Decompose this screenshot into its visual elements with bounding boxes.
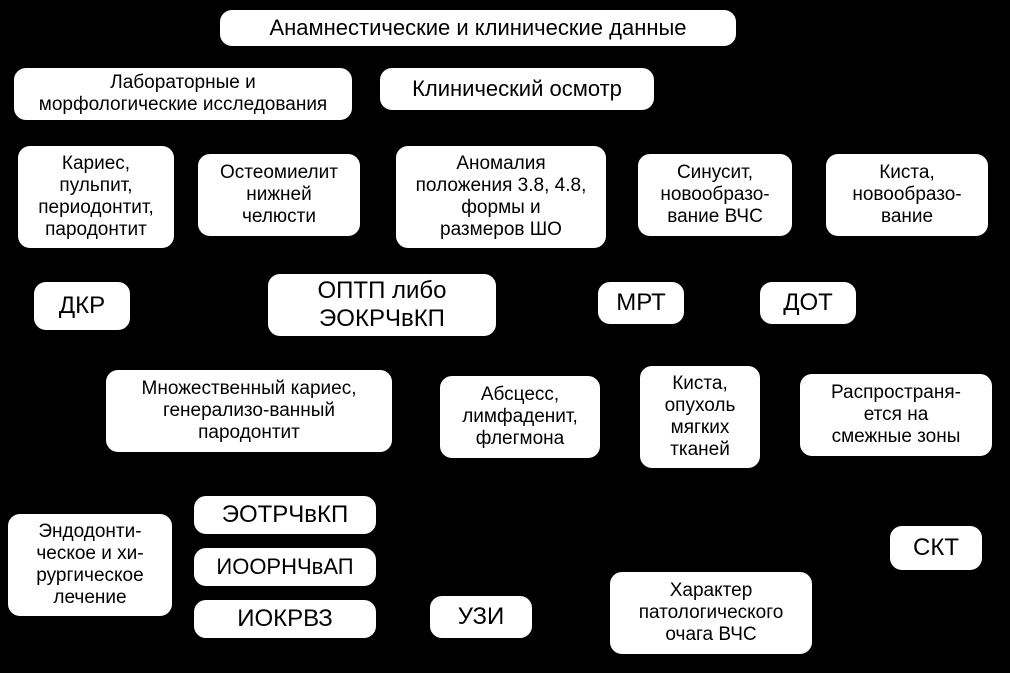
- node-mrt: МРТ: [596, 280, 686, 326]
- node-character: Характерпатологическогоочага ВЧС: [608, 570, 814, 656]
- node-eotrchvkp: ЭОТРЧвКП: [192, 494, 378, 536]
- node-dot: ДОТ: [758, 280, 858, 326]
- node-optp: ОПТП либоЭОКРЧвКП: [266, 272, 498, 338]
- node-cyst-neo: Киста,новообразо-вание: [824, 152, 990, 238]
- node-clinical-exam: Клинический осмотр: [378, 66, 656, 112]
- node-sinusitis: Синусит,новообразо-вание ВЧС: [636, 152, 794, 238]
- node-caries: Кариес,пульпит,периодонтит,пародонтит: [16, 144, 176, 250]
- node-spreads: Распространя-ется насмежные зоны: [798, 372, 994, 458]
- node-abscess: Абсцесс,лимфаденит,флегмона: [438, 374, 602, 460]
- node-uzi: УЗИ: [428, 594, 534, 640]
- node-skt: СКТ: [888, 524, 984, 572]
- node-cyst-tumor: Киста,опухольмягкихтканей: [638, 364, 762, 470]
- node-osteomyelitis: Остеомиелитнижнейчелюсти: [196, 152, 362, 238]
- node-dkr: ДКР: [32, 280, 132, 332]
- node-ioornchvap: ИООРНЧвАП: [192, 546, 378, 588]
- node-lab-morph: Лабораторные иморфологические исследован…: [12, 66, 354, 122]
- node-multiple-caries: Множественный кариес,генерализо-ванныйпа…: [104, 368, 394, 454]
- node-iokrvz: ИОКРВЗ: [192, 598, 378, 640]
- node-endo-surg: Эндодонти-ческое и хи-рургическоелечение: [6, 512, 174, 618]
- node-anomaly: Аномалияположения 3.8, 4.8,формы иразмер…: [394, 144, 608, 250]
- node-title: Анамнестические и клинические данные: [218, 8, 738, 48]
